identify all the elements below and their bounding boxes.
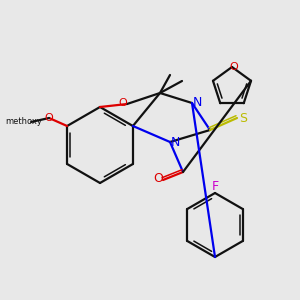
Text: S: S: [239, 112, 247, 124]
Text: O: O: [118, 98, 127, 108]
Text: O: O: [153, 172, 163, 184]
Text: N: N: [170, 136, 180, 149]
Text: F: F: [212, 181, 219, 194]
Text: O: O: [230, 62, 238, 72]
Text: N: N: [192, 97, 202, 110]
Text: O: O: [45, 113, 53, 123]
Text: methoxy: methoxy: [6, 118, 43, 127]
